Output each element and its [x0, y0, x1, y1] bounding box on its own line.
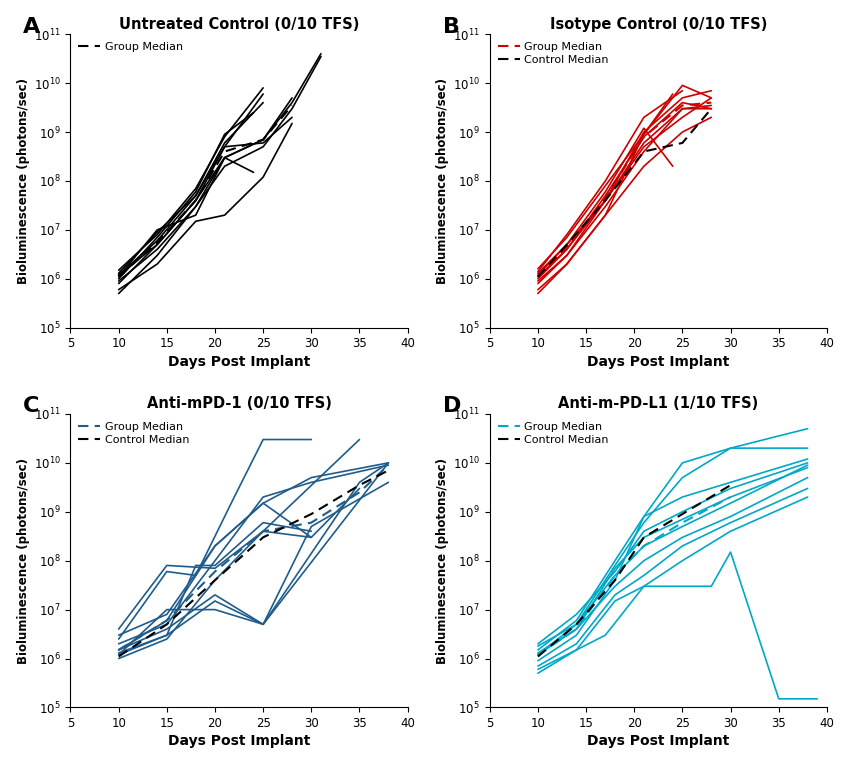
Control Median [706, 104, 717, 113]
Control Median [562, 240, 572, 249]
Control Median [677, 138, 688, 148]
Control Median [210, 575, 220, 584]
Group Median [383, 461, 393, 470]
Group Median [152, 238, 163, 247]
Text: A: A [23, 17, 41, 37]
Group Median [210, 567, 220, 576]
Control Median [113, 652, 123, 661]
Line: Control Median: Control Median [538, 485, 730, 656]
X-axis label: Days Post Implant: Days Post Implant [168, 355, 311, 369]
Group Median [258, 135, 268, 145]
Text: D: D [443, 396, 461, 416]
Group Median [287, 101, 297, 110]
Group Median [610, 571, 620, 580]
Group Median [113, 646, 123, 655]
Line: Group Median: Group Median [538, 497, 730, 655]
Group Median [306, 518, 317, 527]
Control Median [600, 196, 610, 205]
Control Median [383, 466, 393, 475]
Y-axis label: Bioluminescence (photons/sec): Bioluminescence (photons/sec) [17, 457, 30, 664]
Line: Group Median: Group Median [118, 106, 292, 277]
Group Median [639, 132, 649, 142]
Title: Untreated Control (0/10 TFS): Untreated Control (0/10 TFS) [119, 17, 359, 31]
Text: C: C [23, 396, 40, 416]
Y-axis label: Bioluminescence (photons/sec): Bioluminescence (photons/sec) [436, 78, 449, 284]
Group Median [639, 542, 649, 551]
Group Median [562, 243, 572, 252]
Group Median [677, 518, 688, 527]
Legend: Group Median: Group Median [74, 37, 187, 57]
Legend: Group Median, Control Median: Group Median, Control Median [493, 417, 613, 450]
Group Median [706, 98, 717, 107]
Control Median [306, 509, 317, 519]
Group Median [600, 194, 610, 203]
X-axis label: Days Post Implant: Days Post Implant [587, 734, 729, 748]
Control Median [677, 509, 688, 519]
X-axis label: Days Post Implant: Days Post Implant [587, 355, 729, 369]
Group Median [677, 101, 688, 110]
Control Median [354, 480, 364, 490]
Control Median [162, 620, 172, 629]
Line: Group Median: Group Median [538, 103, 711, 277]
Group Median [533, 650, 543, 659]
Line: Group Median: Group Median [118, 465, 388, 650]
Group Median [571, 624, 581, 633]
Control Median [610, 575, 620, 584]
Control Median [258, 532, 268, 542]
Line: Control Median: Control Median [118, 470, 388, 656]
Control Median [571, 620, 581, 629]
Control Median [639, 532, 649, 542]
Group Median [533, 272, 543, 282]
Y-axis label: Bioluminescence (photons/sec): Bioluminescence (photons/sec) [436, 457, 449, 664]
Text: B: B [443, 17, 460, 37]
Legend: Group Median, Control Median: Group Median, Control Median [493, 37, 613, 70]
Title: Anti-mPD-1 (0/10 TFS): Anti-mPD-1 (0/10 TFS) [146, 396, 332, 412]
Control Median [533, 652, 543, 661]
Title: Isotype Control (0/10 TFS): Isotype Control (0/10 TFS) [550, 17, 767, 31]
Line: Control Median: Control Median [538, 109, 711, 277]
Y-axis label: Bioluminescence (photons/sec): Bioluminescence (photons/sec) [17, 78, 30, 284]
Legend: Group Median, Control Median: Group Median, Control Median [74, 417, 194, 450]
Group Median [725, 493, 735, 502]
Group Median [220, 147, 230, 156]
Control Median [639, 147, 649, 156]
X-axis label: Days Post Implant: Days Post Implant [168, 734, 311, 748]
Title: Anti-m-PD-L1 (1/10 TFS): Anti-m-PD-L1 (1/10 TFS) [558, 396, 758, 412]
Group Median [258, 526, 268, 536]
Group Median [162, 616, 172, 625]
Group Median [354, 488, 364, 497]
Group Median [113, 272, 123, 282]
Group Median [191, 196, 201, 205]
Control Median [725, 480, 735, 490]
Control Median [533, 272, 543, 282]
